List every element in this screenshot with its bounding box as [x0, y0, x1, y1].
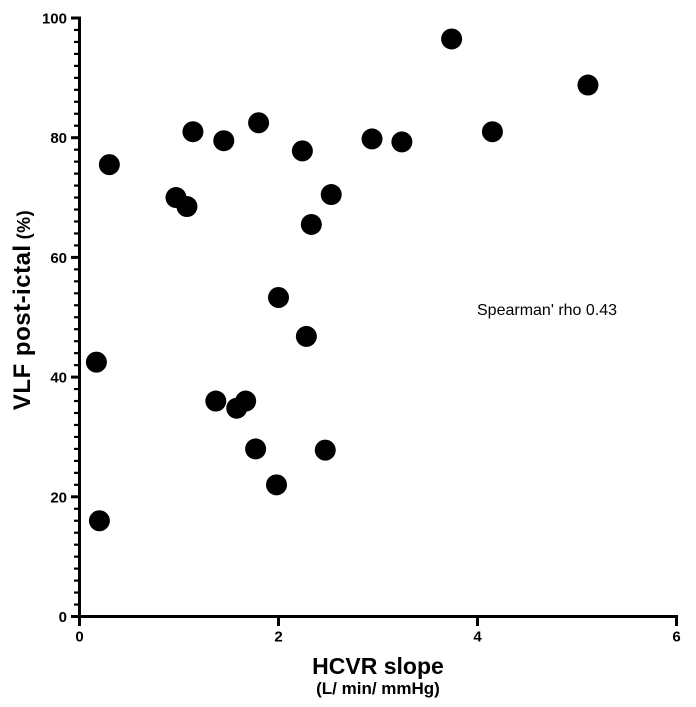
data-point [88, 510, 110, 532]
data-point [295, 325, 317, 347]
y-axis-title: VLF post-ictal (%) [9, 210, 37, 410]
data-point [213, 130, 235, 152]
data-point [320, 184, 342, 206]
data-point [481, 121, 503, 143]
x-axis-title: HCVR slope (L/ min/ mmHg) [312, 653, 444, 699]
x-axis-title-unit: (L/ min/ mmHg) [316, 679, 440, 698]
data-point [205, 390, 227, 412]
data-point [441, 28, 463, 50]
data-point [248, 112, 270, 134]
x-tick-label: 0 [75, 629, 83, 646]
x-axis-title-text: HCVR slope [312, 653, 444, 679]
data-point [98, 154, 120, 176]
y-tick-label: 0 [59, 609, 67, 626]
y-tick-label: 60 [50, 250, 67, 267]
data-point [245, 438, 267, 460]
data-point [85, 351, 107, 373]
x-tick-label: 4 [473, 629, 482, 646]
data-point [266, 474, 288, 496]
data-point [235, 390, 257, 412]
y-tick-label: 80 [50, 130, 67, 147]
data-point [182, 121, 204, 143]
data-point [291, 140, 313, 162]
data-point [577, 74, 599, 96]
y-tick-label: 20 [50, 489, 67, 506]
x-tick-label: 2 [274, 629, 282, 646]
data-point [176, 196, 198, 218]
data-point [268, 286, 289, 308]
data-point [300, 213, 322, 235]
data-point [361, 128, 383, 150]
correlation-annotation: Spearman' rho 0.43 [477, 302, 618, 319]
y-tick-label: 40 [50, 370, 67, 387]
data-point [314, 439, 336, 461]
y-axis-title-text: VLF post-ictal [9, 244, 36, 411]
y-axis-title-unit: (%) [14, 209, 34, 240]
y-tick-label: 100 [42, 11, 67, 28]
x-tick-label: 6 [672, 629, 680, 646]
data-point [391, 131, 413, 153]
